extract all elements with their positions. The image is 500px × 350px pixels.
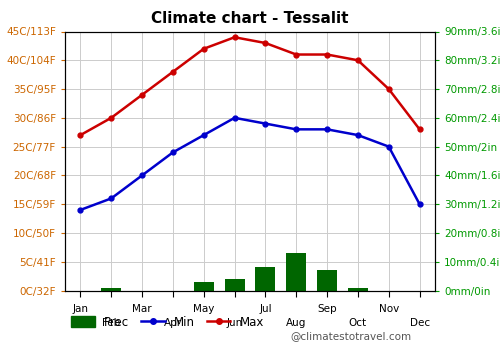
Bar (348, 288, 368, 290)
Bar (317, 270, 337, 290)
Text: Aug: Aug (286, 318, 306, 328)
Bar (286, 253, 306, 290)
Text: Jun: Jun (226, 318, 242, 328)
Text: Mar: Mar (132, 304, 152, 314)
Text: Sep: Sep (318, 304, 337, 314)
Bar (256, 267, 276, 290)
Text: Dec: Dec (410, 318, 430, 328)
Text: Feb: Feb (102, 318, 120, 328)
Legend: Prec, Min, Max: Prec, Min, Max (71, 316, 264, 329)
Bar (194, 282, 214, 290)
Bar (101, 288, 121, 290)
Text: Apr: Apr (164, 318, 182, 328)
Text: Nov: Nov (378, 304, 399, 314)
Text: Jul: Jul (259, 304, 272, 314)
Text: Jan: Jan (72, 304, 88, 314)
Text: @climatestotravel.com: @climatestotravel.com (290, 331, 411, 341)
Bar (224, 279, 244, 290)
Text: Oct: Oct (349, 318, 367, 328)
Text: May: May (193, 304, 214, 314)
Title: Climate chart - Tessalit: Climate chart - Tessalit (151, 11, 349, 26)
